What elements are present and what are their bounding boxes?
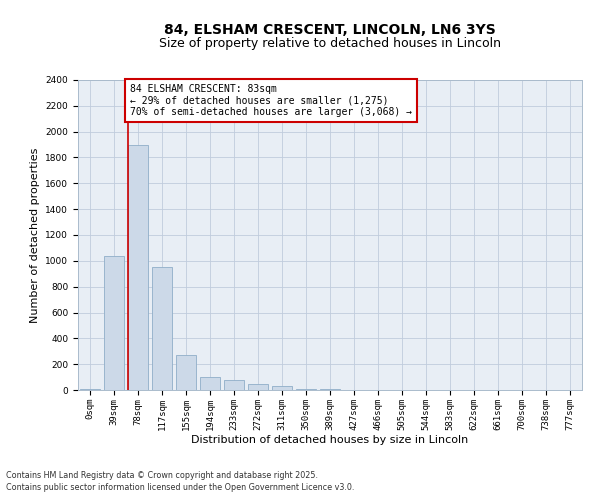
- X-axis label: Distribution of detached houses by size in Lincoln: Distribution of detached houses by size …: [191, 436, 469, 446]
- Text: Contains HM Land Registry data © Crown copyright and database right 2025.: Contains HM Land Registry data © Crown c…: [6, 471, 318, 480]
- Bar: [176, 355, 196, 390]
- Bar: [200, 377, 220, 390]
- Bar: [104, 256, 124, 390]
- Bar: [80, 388, 100, 390]
- Y-axis label: Number of detached properties: Number of detached properties: [30, 148, 40, 322]
- Bar: [296, 388, 316, 390]
- Text: Size of property relative to detached houses in Lincoln: Size of property relative to detached ho…: [159, 38, 501, 51]
- Bar: [128, 144, 148, 390]
- Text: 84, ELSHAM CRESCENT, LINCOLN, LN6 3YS: 84, ELSHAM CRESCENT, LINCOLN, LN6 3YS: [164, 22, 496, 36]
- Bar: [152, 268, 172, 390]
- Bar: [272, 386, 292, 390]
- Bar: [248, 384, 268, 390]
- Bar: [224, 380, 244, 390]
- Text: Contains public sector information licensed under the Open Government Licence v3: Contains public sector information licen…: [6, 484, 355, 492]
- Text: 84 ELSHAM CRESCENT: 83sqm
← 29% of detached houses are smaller (1,275)
70% of se: 84 ELSHAM CRESCENT: 83sqm ← 29% of detac…: [130, 84, 412, 117]
